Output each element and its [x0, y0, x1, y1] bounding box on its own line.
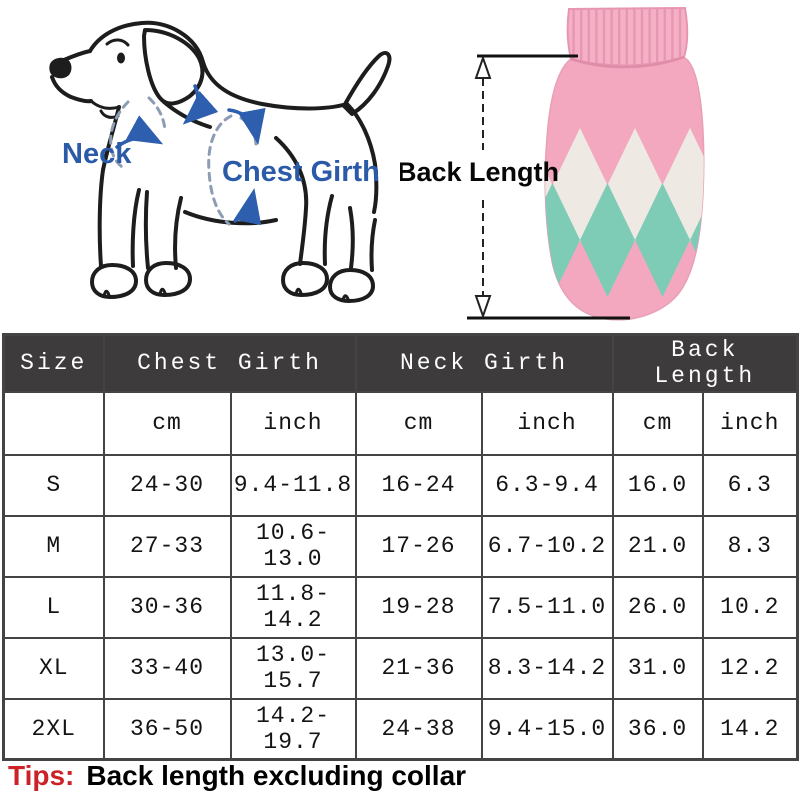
table-row: M 27-33 10.6-13.0 17-26 6.7-10.2 21.0 8.… [2, 514, 799, 578]
sweater-body [544, 6, 705, 321]
unit-chest-inch: inch [229, 390, 357, 456]
cell-size: XL [2, 636, 105, 700]
unit-back-cm: cm [611, 390, 704, 456]
collar-gather-line [570, 55, 685, 69]
cell-chest-inch: 10.6-13.0 [229, 514, 357, 578]
size-table-container: Size Chest Girth Neck Girth Back Length … [2, 333, 800, 761]
unit-back-inch: inch [701, 390, 799, 456]
back-length-arrow-down-icon [474, 295, 492, 320]
cell-chest-inch: 11.8-14.2 [229, 575, 357, 639]
cell-size: S [2, 453, 105, 517]
cell-chest-cm: 36-50 [102, 697, 232, 761]
chest-up-arrow-icon [233, 188, 262, 226]
sweater-collar [566, 6, 689, 67]
cell-chest-cm: 27-33 [102, 514, 232, 578]
neck-label: Neck [62, 138, 132, 170]
argyle-pattern [545, 128, 704, 297]
table-row: L 30-36 11.8-14.2 19-28 7.5-11.0 26.0 10… [2, 575, 799, 639]
units-empty-cell [2, 390, 105, 456]
neck-down-arrow-icon [182, 84, 219, 125]
cell-size: 2XL [2, 697, 105, 761]
header-chest-girth: Chest Girth [102, 333, 357, 393]
cell-neck-inch: 9.4-15.0 [480, 697, 614, 761]
table-header-row: Size Chest Girth Neck Girth Back Length [2, 333, 799, 393]
header-neck-girth: Neck Girth [354, 333, 614, 393]
size-table: Size Chest Girth Neck Girth Back Length … [2, 333, 800, 761]
unit-neck-cm: cm [354, 390, 483, 456]
dog-measurement-diagram: Neck Chest Girth [49, 20, 392, 303]
tips-label: Tips: [8, 760, 75, 791]
cell-back-cm: 31.0 [611, 636, 704, 700]
cell-neck-inch: 6.3-9.4 [480, 453, 614, 517]
table-row: XL 33-40 13.0-15.7 21-36 8.3-14.2 31.0 1… [2, 636, 799, 700]
cell-neck-cm: 24-38 [354, 697, 483, 761]
header-size: Size [2, 333, 105, 393]
cell-back-inch: 6.3 [701, 453, 799, 517]
cell-chest-cm: 33-40 [102, 636, 232, 700]
cell-neck-inch: 8.3-14.2 [480, 636, 614, 700]
sweater-product-image: Back Length [400, 6, 705, 321]
unit-chest-cm: cm [102, 390, 232, 456]
table-row: S 24-30 9.4-11.8 16-24 6.3-9.4 16.0 6.3 [2, 453, 799, 517]
cell-size: L [2, 575, 105, 639]
dog-eyebrow [105, 38, 130, 47]
dog-tail [342, 51, 392, 116]
unit-neck-inch: inch [480, 390, 614, 456]
chest-down-arrow-icon [227, 107, 266, 145]
dog-eye [117, 52, 125, 64]
header-back-length: Back Length [611, 333, 799, 393]
cell-neck-cm: 17-26 [354, 514, 483, 578]
cell-chest-cm: 24-30 [102, 453, 232, 517]
tips-note: Tips: Back length excluding collar [8, 760, 466, 792]
back-length-label: Back Length [400, 157, 559, 187]
neck-arrow-icon [115, 115, 164, 149]
table-row: 2XL 36-50 14.2-19.7 24-38 9.4-15.0 36.0 … [2, 697, 799, 761]
cell-back-inch: 10.2 [701, 575, 799, 639]
cell-neck-inch: 6.7-10.2 [480, 514, 614, 578]
cell-neck-cm: 16-24 [354, 453, 483, 517]
cell-back-cm: 36.0 [611, 697, 704, 761]
table-units-row: cm inch cm inch cm inch [2, 390, 799, 456]
cell-chest-inch: 13.0-15.7 [229, 636, 357, 700]
cell-neck-inch: 7.5-11.0 [480, 575, 614, 639]
chest-girth-label: Chest Girth [222, 156, 380, 188]
cell-size: M [2, 514, 105, 578]
chest-girth-dashed-line [207, 114, 233, 226]
cell-chest-cm: 30-36 [102, 575, 232, 639]
cell-back-inch: 14.2 [701, 697, 799, 761]
cell-back-cm: 16.0 [611, 453, 704, 517]
cell-neck-cm: 21-36 [354, 636, 483, 700]
dog-nose [49, 57, 72, 79]
cell-back-inch: 12.2 [701, 636, 799, 700]
tips-text: Back length excluding collar [86, 760, 467, 791]
cell-back-cm: 21.0 [611, 514, 704, 578]
neck-girth-dashed-line [109, 100, 130, 171]
cell-chest-inch: 9.4-11.8 [229, 453, 357, 517]
back-length-arrow-up-icon [474, 54, 492, 79]
cell-chest-inch: 14.2-19.7 [229, 697, 357, 761]
neck-girth-dashed-line-2 [147, 96, 167, 132]
cell-back-inch: 8.3 [701, 514, 799, 578]
cell-neck-cm: 19-28 [354, 575, 483, 639]
cell-back-cm: 26.0 [611, 575, 704, 639]
back-length-measure: Back Length [400, 54, 630, 320]
